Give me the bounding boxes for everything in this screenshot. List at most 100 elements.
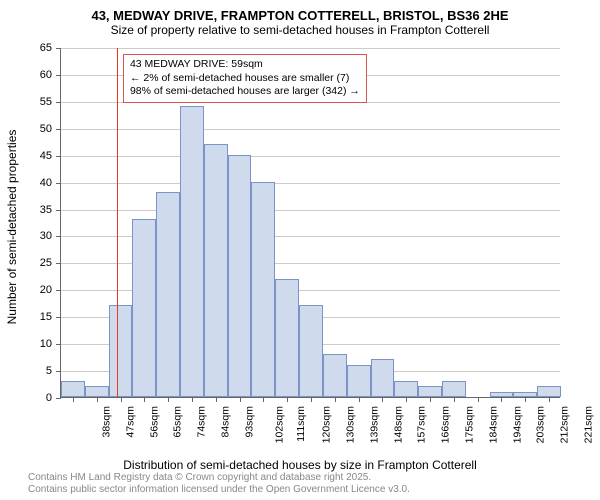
x-tick-label: 74sqm [196,406,208,438]
y-tick-mark [56,183,61,184]
histogram-bar [371,359,395,397]
x-tick-mark [335,397,336,402]
histogram-bar [109,305,133,397]
histogram-bar [299,305,323,397]
x-tick-label: 148sqm [392,406,404,443]
y-tick-label: 45 [22,150,52,162]
grid-line [61,48,560,49]
y-tick-mark [56,156,61,157]
y-tick-label: 30 [22,230,52,242]
histogram-bar [275,279,299,397]
y-tick-label: 15 [22,311,52,323]
histogram-bar [394,381,418,397]
y-tick-label: 60 [22,69,52,81]
x-tick-label: 203sqm [535,406,547,443]
histogram-bar [61,381,85,397]
y-tick-mark [56,102,61,103]
x-tick-label: 194sqm [511,406,523,443]
x-tick-label: 65sqm [172,406,184,438]
x-tick-mark [144,397,145,402]
x-tick-mark [430,397,431,402]
histogram-bar [228,155,252,397]
y-tick-mark [56,263,61,264]
y-tick-mark [56,344,61,345]
chart-subtitle: Size of property relative to semi-detach… [0,23,600,41]
y-tick-mark [56,236,61,237]
annotation-line: 43 MEDWAY DRIVE: 59sqm [130,58,360,72]
x-tick-label: 120sqm [321,406,333,443]
x-tick-mark [287,397,288,402]
histogram-bar [323,354,347,397]
histogram-bar [442,381,466,397]
y-tick-label: 0 [22,392,52,404]
chart-container: 43, MEDWAY DRIVE, FRAMPTON COTTERELL, BR… [0,0,600,500]
x-tick-label: 47sqm [124,406,136,438]
histogram-bar [537,386,561,397]
y-tick-label: 50 [22,123,52,135]
x-tick-label: 139sqm [368,406,380,443]
x-tick-label: 175sqm [463,406,475,443]
histogram-bar [156,192,180,397]
y-tick-label: 40 [22,177,52,189]
footer-line-2: Contains public sector information licen… [28,484,410,496]
histogram-bar [132,219,156,397]
x-tick-label: 102sqm [273,406,285,443]
x-tick-label: 212sqm [559,406,571,443]
y-tick-mark [56,129,61,130]
y-tick-mark [56,398,61,399]
x-tick-mark [549,397,550,402]
x-tick-label: 166sqm [440,406,452,443]
footer-line-1: Contains HM Land Registry data © Crown c… [28,472,410,484]
y-tick-mark [56,48,61,49]
x-tick-mark [192,397,193,402]
grid-line [61,183,560,184]
x-tick-mark [406,397,407,402]
x-tick-mark [240,397,241,402]
grid-line [61,210,560,211]
y-axis-label: Number of semi-detached properties [5,130,19,325]
x-tick-label: 38sqm [100,406,112,438]
x-tick-label: 56sqm [148,406,160,438]
x-tick-mark [121,397,122,402]
x-tick-label: 130sqm [344,406,356,443]
annotation-line: ← 2% of semi-detached houses are smaller… [130,72,360,86]
x-tick-mark [382,397,383,402]
footer: Contains HM Land Registry data © Crown c… [28,472,410,496]
x-tick-mark [263,397,264,402]
y-tick-label: 5 [22,365,52,377]
x-tick-label: 93sqm [243,406,255,438]
y-tick-label: 35 [22,204,52,216]
annotation-box: 43 MEDWAY DRIVE: 59sqm← 2% of semi-detac… [123,54,367,103]
property-marker-line [117,48,118,397]
y-tick-mark [56,210,61,211]
annotation-line: 98% of semi-detached houses are larger (… [130,85,360,99]
x-tick-mark [525,397,526,402]
y-tick-label: 55 [22,96,52,108]
x-tick-label: 184sqm [487,406,499,443]
grid-line [61,156,560,157]
x-tick-label: 84sqm [219,406,231,438]
x-tick-mark [311,397,312,402]
y-tick-mark [56,75,61,76]
x-tick-mark [168,397,169,402]
x-tick-label: 111sqm [295,406,307,442]
plot-area: 43 MEDWAY DRIVE: 59sqm← 2% of semi-detac… [60,48,560,398]
y-tick-label: 10 [22,338,52,350]
x-tick-mark [359,397,360,402]
histogram-bar [418,386,442,397]
x-tick-mark [73,397,74,402]
x-tick-mark [501,397,502,402]
histogram-bar [85,386,109,397]
histogram-bar [204,144,228,397]
x-tick-mark [216,397,217,402]
chart-title: 43, MEDWAY DRIVE, FRAMPTON COTTERELL, BR… [0,0,600,23]
x-axis-label: Distribution of semi-detached houses by … [0,458,600,472]
y-tick-mark [56,290,61,291]
x-tick-label: 157sqm [416,406,428,443]
x-tick-mark [454,397,455,402]
y-tick-mark [56,317,61,318]
x-tick-mark [478,397,479,402]
x-tick-mark [97,397,98,402]
histogram-bar [251,182,275,397]
x-tick-label: 221sqm [582,406,594,443]
